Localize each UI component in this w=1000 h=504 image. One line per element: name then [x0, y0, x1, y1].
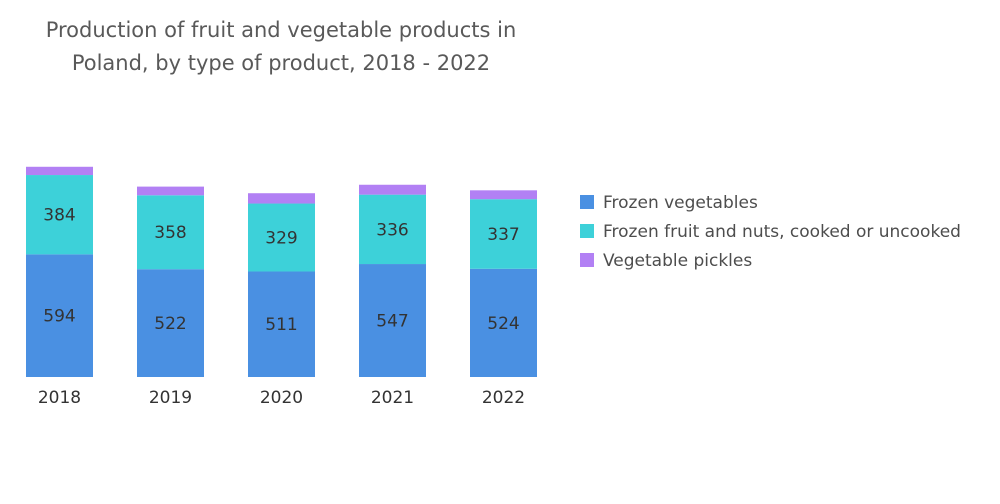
bar-segment-2018-series-1 — [26, 175, 93, 255]
legend-label-1: Frozen fruit and nuts, cooked or uncooke… — [603, 222, 961, 242]
legend-label-2: Vegetable pickles — [603, 251, 752, 271]
data-label-2022-series-0: 524 — [487, 314, 519, 334]
legend-swatch-0 — [580, 195, 594, 209]
bar-segment-2018-series-0 — [26, 254, 93, 377]
bar-segment-2019-series-1 — [137, 195, 204, 270]
bar-segment-2020-series-0 — [248, 271, 315, 377]
bar-segment-2019-series-2 — [137, 186, 204, 196]
bar-segment-2022-series-2 — [470, 190, 537, 200]
bar-segment-2019-series-0 — [137, 269, 204, 377]
data-label-2018-series-1: 384 — [43, 206, 75, 226]
x-tick-label-2020: 2020 — [260, 388, 303, 408]
x-tick-label-2019: 2019 — [149, 388, 192, 408]
chart-title-line-1: Production of fruit and vegetable produc… — [45, 18, 517, 42]
data-label-2020-series-1: 329 — [265, 229, 297, 249]
bar-segment-2018-series-2 — [26, 166, 93, 176]
x-tick-label-2018: 2018 — [38, 388, 81, 408]
bar-segment-2022-series-0 — [470, 268, 537, 377]
legend-label-0: Frozen vegetables — [603, 193, 758, 213]
chart-title: Production of fruit and vegetable produc… — [0, 14, 562, 80]
x-tick-label-2022: 2022 — [482, 388, 525, 408]
bar-segment-2021-series-0 — [359, 264, 426, 377]
legend-swatch-2 — [580, 253, 594, 267]
bar-segment-2021-series-1 — [359, 194, 426, 265]
data-label-2021-series-1: 336 — [376, 220, 408, 240]
data-label-2019-series-1: 358 — [154, 223, 186, 243]
bar-segment-2020-series-1 — [248, 203, 315, 272]
data-label-2019-series-0: 522 — [154, 314, 186, 334]
data-label-2018-series-0: 594 — [43, 307, 75, 327]
x-tick-label-2021: 2021 — [371, 388, 414, 408]
legend: Frozen vegetables Frozen fruit and nuts, … — [580, 193, 961, 271]
x-axis: 2018 2019 2020 2021 2022 — [38, 388, 525, 408]
chart-title-line-2: Poland, by type of product, 2018 - 2022 — [71, 51, 491, 75]
plot-area: 594 384 522 358 511 329 547 336 524 337 — [26, 166, 537, 377]
data-label-2021-series-0: 547 — [376, 312, 408, 332]
bar-segment-2022-series-1 — [470, 199, 537, 269]
data-label-2020-series-0: 511 — [265, 315, 297, 335]
data-label-2022-series-1: 337 — [487, 225, 519, 245]
bar-segment-2021-series-2 — [359, 184, 426, 195]
legend-swatch-1 — [580, 224, 594, 238]
bar-segment-2020-series-2 — [248, 193, 315, 204]
